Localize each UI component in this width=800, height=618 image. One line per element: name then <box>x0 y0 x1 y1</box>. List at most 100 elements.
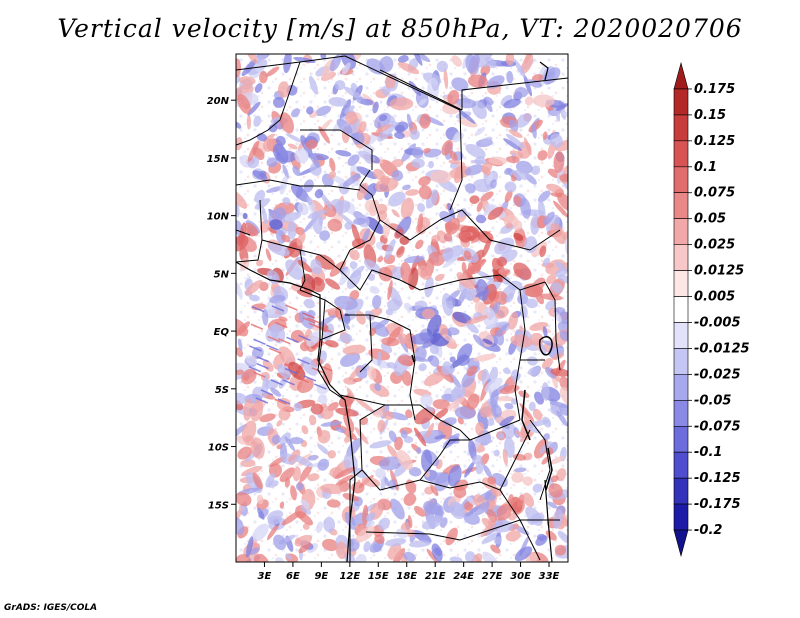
colorbar-segment <box>673 140 689 168</box>
field-blob <box>378 517 391 531</box>
field-blob <box>451 55 462 67</box>
field-blob <box>275 207 287 219</box>
field-blob <box>266 522 280 541</box>
y-tick-label: EQ <box>214 327 230 338</box>
field-blob <box>310 403 324 415</box>
field-blob <box>355 526 375 543</box>
field-blob <box>308 75 319 95</box>
field-blob <box>476 201 483 212</box>
coastline <box>236 61 553 562</box>
colorbar-label: -0.175 <box>694 497 741 512</box>
field-blob <box>454 98 477 109</box>
field-blob <box>384 239 396 260</box>
field-blob <box>535 292 545 305</box>
field-blob <box>252 170 268 181</box>
field-blob <box>301 425 309 435</box>
field-blob <box>236 423 248 440</box>
field-blob <box>454 406 476 420</box>
field-blob <box>550 475 559 483</box>
y-tick-label: 10N <box>207 212 230 223</box>
field-blob <box>487 476 497 485</box>
field-blob <box>325 278 340 290</box>
field-blob <box>408 540 431 548</box>
field-blob <box>374 383 382 392</box>
colorbar-label: -0.075 <box>694 419 741 434</box>
colorbar-label: 0.005 <box>694 290 735 305</box>
field-blob <box>354 397 374 412</box>
field-blob <box>275 557 284 562</box>
field-blob <box>516 494 525 508</box>
field-blob <box>413 427 427 447</box>
field-blob <box>458 118 478 128</box>
field-blob <box>245 355 258 366</box>
field-blob <box>278 316 288 322</box>
field-blob <box>527 366 541 376</box>
field-blob <box>515 113 532 128</box>
field-blob <box>287 220 297 240</box>
field-blob <box>246 536 254 558</box>
field-blob <box>411 158 425 169</box>
field-blob <box>354 426 369 445</box>
field-blob <box>265 66 280 77</box>
field-blob <box>417 202 426 213</box>
field-blob <box>559 330 568 341</box>
field-blob <box>263 138 274 152</box>
field-blob <box>513 262 532 280</box>
field-blob <box>474 501 490 516</box>
field-blob <box>556 468 567 482</box>
field-blob <box>496 396 515 402</box>
field-blob <box>317 394 328 405</box>
field-streak <box>296 376 309 383</box>
colorbar-segment <box>673 400 689 427</box>
field-blob <box>503 367 511 375</box>
colorbar-segment <box>673 61 689 90</box>
field-blob <box>266 157 278 168</box>
field-blob <box>321 538 339 552</box>
field-blob <box>456 354 470 366</box>
field-blob <box>323 516 336 533</box>
field-blob <box>506 70 514 84</box>
field-streak <box>298 334 311 342</box>
field-blob <box>236 516 245 535</box>
field-blob <box>374 534 385 544</box>
colorbar-segment <box>673 477 689 505</box>
field-blob <box>480 191 494 202</box>
field-blob <box>464 551 476 562</box>
field-blob <box>508 129 523 138</box>
field-blob <box>535 535 548 546</box>
field-blob <box>279 112 295 134</box>
field-blob <box>531 123 537 139</box>
field-blob <box>291 108 301 118</box>
field-blob <box>272 96 285 108</box>
field-blob <box>349 261 358 270</box>
field-blob <box>522 476 533 486</box>
field-blob <box>293 56 316 64</box>
field-blob <box>418 176 431 187</box>
field-blob <box>367 366 377 381</box>
field-blob <box>236 321 250 337</box>
field-blob <box>243 398 253 421</box>
field-blob <box>388 191 406 207</box>
field-blob <box>447 327 460 336</box>
field-blob <box>467 74 488 88</box>
field-blob <box>419 113 431 129</box>
field-streak <box>256 362 269 370</box>
field-blob <box>317 458 330 471</box>
field-blob <box>493 536 502 545</box>
field-blob <box>442 255 459 269</box>
field-blob <box>247 140 260 163</box>
field-blob <box>555 110 561 122</box>
field-blob <box>400 197 415 220</box>
field-blob <box>449 356 456 363</box>
field-blob <box>274 300 288 315</box>
field-blob <box>427 503 443 516</box>
field-blob <box>387 543 402 560</box>
field-blob <box>384 477 390 487</box>
field-blob <box>401 370 412 386</box>
field-blob <box>448 159 461 165</box>
field-blob <box>394 131 405 139</box>
map-frame <box>235 53 569 563</box>
field-blob <box>548 483 563 498</box>
field-blob <box>543 211 555 226</box>
field-blob <box>463 250 472 260</box>
